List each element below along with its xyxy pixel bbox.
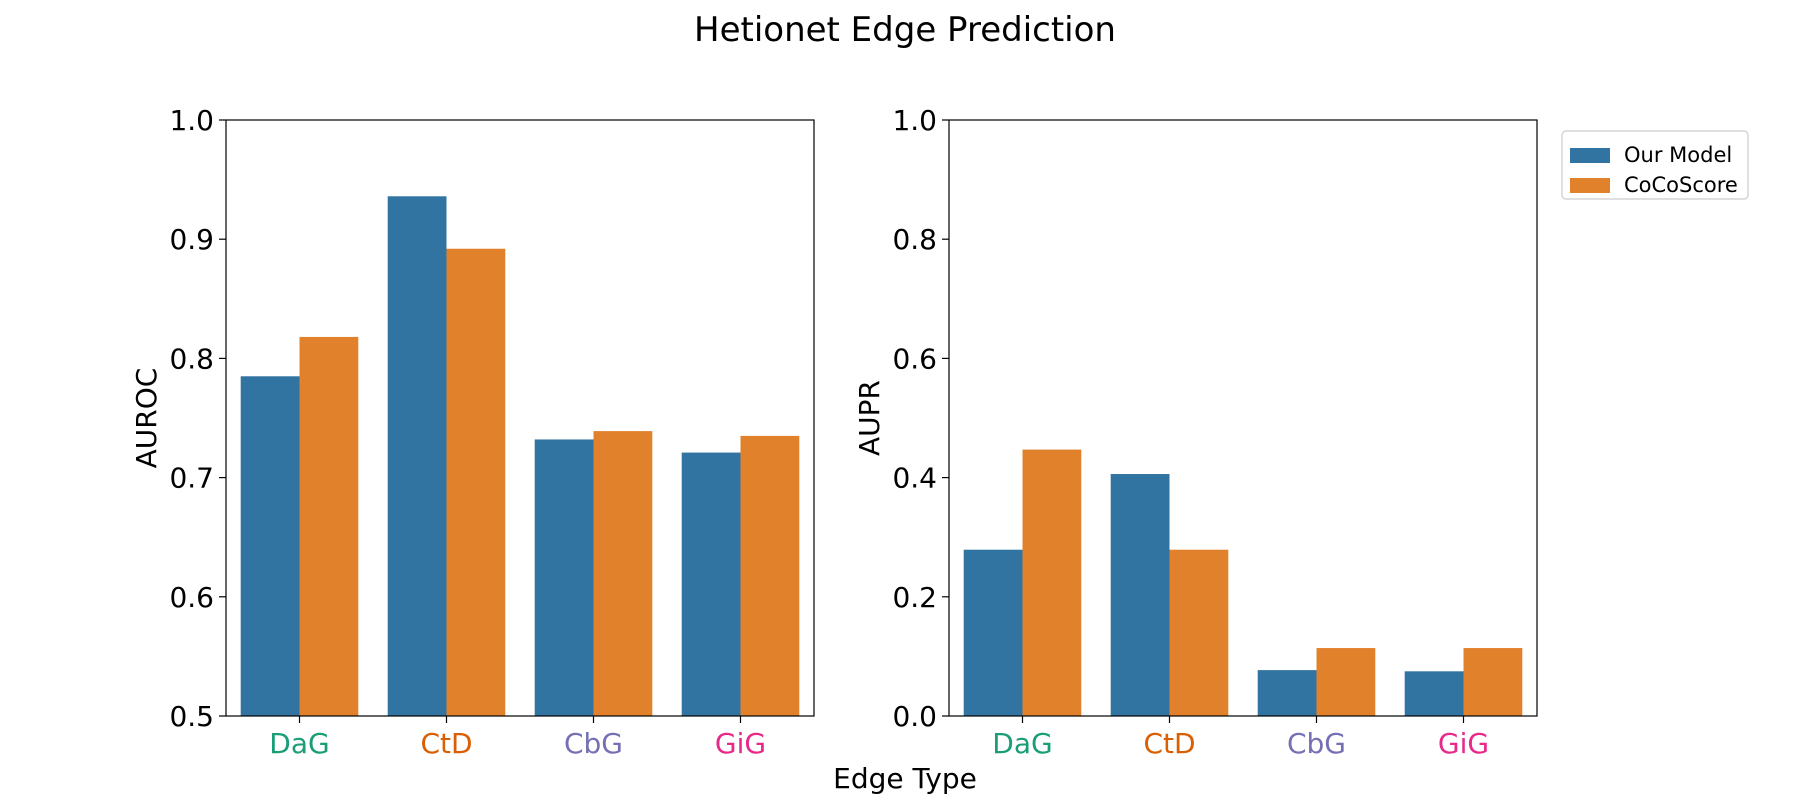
y-tick-label: 1.0 <box>892 104 937 137</box>
bar-cbg-cocoscore <box>593 431 653 716</box>
x-tick-label-gig: GiG <box>715 727 766 760</box>
x-tick-label-gig: GiG <box>1438 727 1489 760</box>
y-axis-label: AUPR <box>853 380 886 456</box>
chart-panel-aupr: DaG CtD CbG GiG 0.0 0.2 0.4 0.6 0.8 1.0 AUPR <box>853 104 1538 760</box>
legend-label: Our Model <box>1624 143 1732 167</box>
y-tick-label: 0.8 <box>169 342 214 375</box>
bar-ctd-our-model <box>1110 474 1170 716</box>
chart-title: Hetionet Edge Prediction <box>694 10 1116 50</box>
bar-dag-cocoscore <box>1022 449 1082 716</box>
y-tick-label: 1.0 <box>169 104 214 137</box>
x-tick-label-cbg: CbG <box>1287 727 1346 760</box>
y-tick-label: 0.8 <box>892 223 937 256</box>
bar-cbg-our-model <box>534 439 594 716</box>
plot-frame <box>225 119 815 717</box>
y-axis-label: AUROC <box>130 368 163 469</box>
bar-cbg-our-model <box>1257 670 1317 716</box>
y-tick-label: 0.5 <box>169 700 214 733</box>
x-axis-label: Edge Type <box>833 762 977 795</box>
y-tick-label: 0.6 <box>169 581 214 614</box>
bar-dag-our-model <box>963 549 1023 716</box>
bar-ctd-cocoscore <box>446 248 506 716</box>
x-tick-label-cbg: CbG <box>564 727 623 760</box>
bar-gig-our-model <box>681 452 741 716</box>
y-tick-label: 0.4 <box>892 462 937 495</box>
x-tick-label-dag: DaG <box>992 727 1052 760</box>
plot-frame <box>948 119 1538 717</box>
legend-swatch <box>1570 148 1610 163</box>
legend-label: CoCoScore <box>1624 173 1738 197</box>
y-tick-label: 0.9 <box>169 223 214 256</box>
x-tick-label-ctd: CtD <box>420 727 472 760</box>
bar-gig-cocoscore <box>740 435 800 716</box>
y-tick-label: 0.6 <box>892 342 937 375</box>
y-tick-label: 0.7 <box>169 462 214 495</box>
bar-dag-our-model <box>240 376 300 716</box>
bar-dag-cocoscore <box>299 336 359 716</box>
bar-gig-our-model <box>1404 671 1464 716</box>
x-tick-label-ctd: CtD <box>1143 727 1195 760</box>
legend: Our Model CoCoScore <box>1561 130 1749 200</box>
y-tick-label: 0.2 <box>892 581 937 614</box>
bar-gig-cocoscore <box>1463 648 1523 716</box>
x-tick-label-dag: DaG <box>269 727 329 760</box>
legend-swatch <box>1570 178 1610 193</box>
bar-ctd-our-model <box>387 196 447 717</box>
bar-cbg-cocoscore <box>1316 648 1376 716</box>
chart-panel-auroc: DaG CtD CbG GiG 0.5 0.6 0.7 0.8 0.9 1.0 AUROC <box>130 104 815 760</box>
y-tick-label: 0.0 <box>892 700 937 733</box>
bar-ctd-cocoscore <box>1169 549 1229 716</box>
